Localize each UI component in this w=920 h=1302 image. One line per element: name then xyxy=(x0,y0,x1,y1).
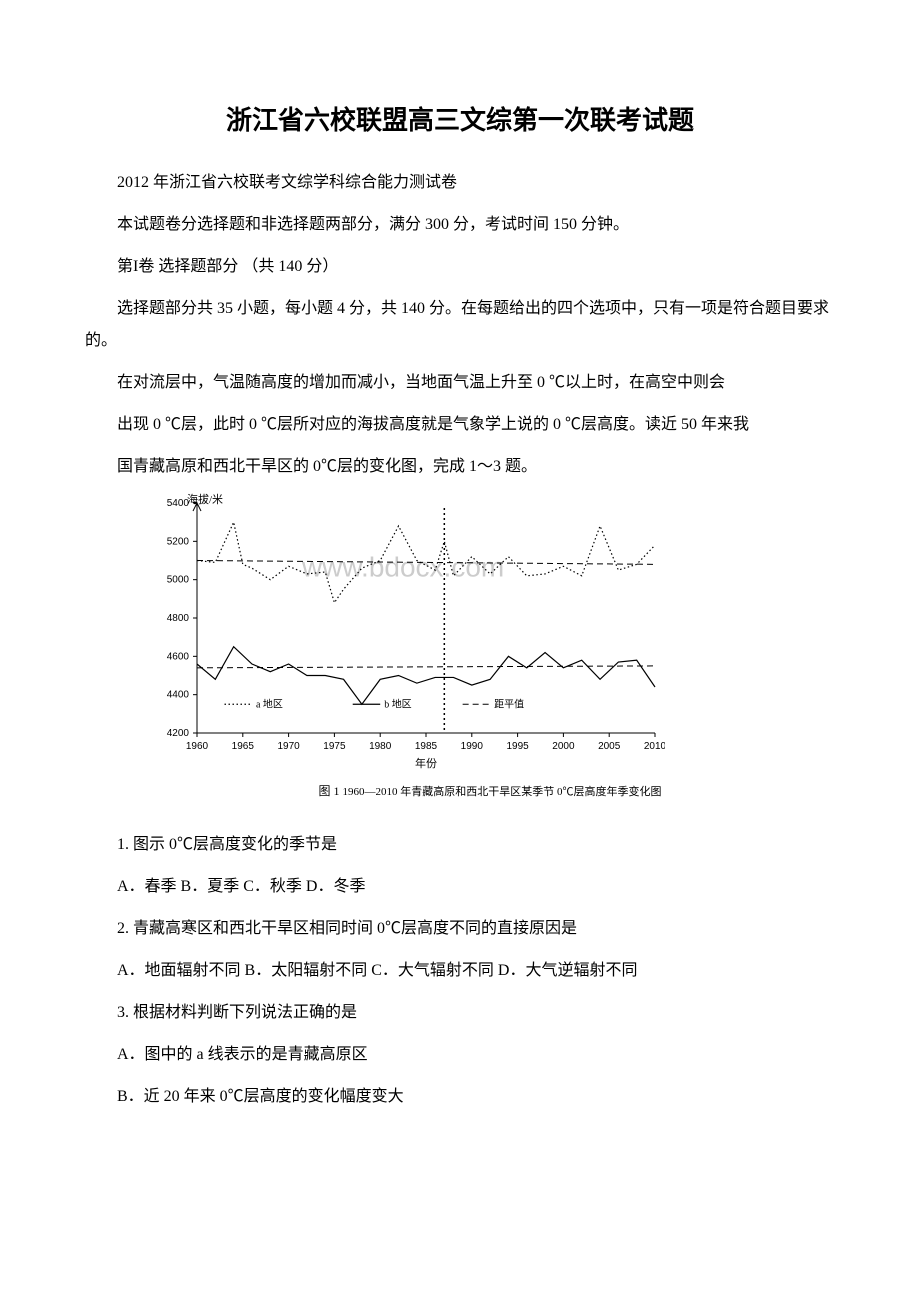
svg-text:1975: 1975 xyxy=(323,741,346,752)
svg-text:2010: 2010 xyxy=(644,741,665,752)
svg-text:4800: 4800 xyxy=(167,613,190,624)
svg-text:www.bdocx.com: www.bdocx.com xyxy=(301,552,504,583)
svg-text:4400: 4400 xyxy=(167,690,190,701)
svg-text:距平值: 距平值 xyxy=(494,697,524,710)
svg-text:2005: 2005 xyxy=(598,741,621,752)
chart-svg: www.bdocx.com420044004600480050005200540… xyxy=(145,493,665,773)
svg-text:海拔/米: 海拔/米 xyxy=(187,493,223,506)
document-title: 浙江省六校联盟高三文综第一次联考试题 xyxy=(85,100,835,137)
svg-text:2000: 2000 xyxy=(552,741,575,752)
svg-text:5000: 5000 xyxy=(167,575,190,586)
chart-caption: 图 1 1960—2010 年青藏高原和西北干旱区某季节 0℃层高度年季变化图 xyxy=(145,782,835,799)
svg-text:5200: 5200 xyxy=(167,536,190,547)
question-3-option-a: A．图中的 a 线表示的是青藏高原区 xyxy=(85,1039,835,1071)
paragraph-context-2: 出现 0 ℃层，此时 0 ℃层所对应的海拔高度就是气象学上说的 0 ℃层高度。读… xyxy=(85,409,835,441)
paragraph-section: 第I卷 选择题部分 （共 140 分） xyxy=(85,251,835,283)
svg-text:4600: 4600 xyxy=(167,651,190,662)
question-2: 2. 青藏高寒区和西北干旱区相同时间 0℃层高度不同的直接原因是 xyxy=(85,913,835,945)
svg-text:1995: 1995 xyxy=(506,741,529,752)
svg-text:1960: 1960 xyxy=(186,741,209,752)
question-3: 3. 根据材料判断下列说法正确的是 xyxy=(85,997,835,1029)
chart-caption-prefix: 图 1 xyxy=(318,784,339,798)
paragraph-context-3: 国青藏高原和西北干旱区的 0℃层的变化图，完成 1～3 题。 xyxy=(85,451,835,483)
svg-text:4200: 4200 xyxy=(167,728,190,739)
svg-text:1965: 1965 xyxy=(232,741,255,752)
question-1: 1. 图示 0℃层高度变化的季节是 xyxy=(85,829,835,861)
svg-text:1970: 1970 xyxy=(277,741,300,752)
svg-text:a 地区: a 地区 xyxy=(256,697,283,710)
question-3-option-b: B．近 20 年来 0℃层高度的变化幅度变大 xyxy=(85,1081,835,1113)
question-1-options: A．春季 B．夏季 C．秋季 D．冬季 xyxy=(85,871,835,903)
question-2-options: A．地面辐射不同 B．太阳辐射不同 C．大气辐射不同 D．大气逆辐射不同 xyxy=(85,955,835,987)
paragraph-intro-1: 2012 年浙江省六校联考文综学科综合能力测试卷 xyxy=(85,167,835,199)
chart-caption-text: 1960—2010 年青藏高原和西北干旱区某季节 0℃层高度年季变化图 xyxy=(343,786,662,798)
paragraph-context-1: 在对流层中，气温随高度的增加而减小，当地面气温上升至 0 ℃以上时，在高空中则会 xyxy=(85,367,835,399)
chart-figure: www.bdocx.com420044004600480050005200540… xyxy=(145,493,835,799)
paragraph-intro-2: 本试题卷分选择题和非选择题两部分，满分 300 分，考试时间 150 分钟。 xyxy=(85,209,835,241)
paragraph-instructions: 选择题部分共 35 小题，每小题 4 分，共 140 分。在每题给出的四个选项中… xyxy=(85,293,835,357)
svg-text:1990: 1990 xyxy=(461,741,484,752)
svg-text:1980: 1980 xyxy=(369,741,392,752)
svg-text:年份: 年份 xyxy=(415,756,437,770)
svg-text:b 地区: b 地区 xyxy=(384,697,412,710)
svg-text:1985: 1985 xyxy=(415,741,438,752)
